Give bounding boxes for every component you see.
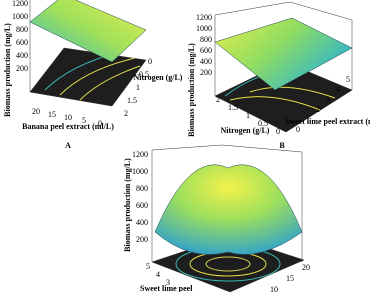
y-tick-label: 20: [302, 263, 310, 272]
panel-c-graphics: [151, 144, 305, 292]
y-tick-label: 2: [124, 109, 128, 118]
y-tick-label: 1.5: [127, 96, 137, 105]
y-tick-label: 3: [326, 95, 330, 104]
z-tick-label: 1200: [12, 0, 28, 8]
y-tick-label: 1: [306, 115, 310, 124]
panel-label: B: [279, 141, 285, 150]
z-axis-label: Biomass production (mg/L): [123, 158, 132, 252]
y-axis-label: Sweet lime peel extract (ml/L): [285, 117, 370, 126]
y-tick-label: 2: [316, 105, 320, 114]
z-tick-label: 800: [136, 184, 148, 193]
x-axis-label: Sweet lime peel: [140, 284, 193, 292]
x-tick-label: 1: [246, 111, 250, 120]
z-tick-label: 400: [200, 57, 212, 66]
x-tick-label: 4: [156, 270, 160, 279]
z-axis-label: Biomass production (mg/L): [187, 43, 196, 137]
y-tick-label: 15: [286, 274, 294, 283]
x-tick-label: 5: [82, 116, 86, 125]
z-tick-label: 1200: [132, 150, 148, 159]
x-axis-label: Banana peel extract (ml/L): [22, 122, 114, 131]
x-tick-label: 20: [32, 107, 40, 116]
z-tick-label: 1200: [196, 13, 212, 22]
panel-b-graphics: [214, 1, 353, 133]
z-tick-label: 200: [16, 64, 28, 73]
z-tick-label: 400: [136, 218, 148, 227]
x-axis-label: Nitrogen (g/L): [221, 126, 270, 135]
y-axis-label: Nitrogen (g/L): [134, 73, 183, 82]
y-tick-label: 1: [136, 83, 140, 92]
y-tick-label: 5: [346, 75, 350, 84]
y-tick-label: 0.5: [139, 70, 149, 79]
z-axis-label: Biomass production (mg/L): [3, 23, 12, 117]
z-tick-label: 1000: [12, 12, 28, 21]
y-tick-label: 10: [270, 285, 278, 292]
z-tick-label: 1000: [132, 167, 148, 176]
z-tick-label: 600: [16, 38, 28, 47]
z-tick-label: 1000: [196, 24, 212, 33]
y-tick-label: 0: [148, 57, 152, 66]
z-tick-label: 200: [200, 68, 212, 77]
x-tick-label: 0: [276, 127, 280, 136]
z-tick-label: 200: [136, 235, 148, 244]
y-tick-label: 0: [296, 125, 300, 134]
x-tick-label: 10: [64, 113, 72, 122]
y-tick-label: 4: [336, 85, 340, 94]
z-tick-label: 800: [200, 35, 212, 44]
x-tick-label: 3: [166, 278, 170, 287]
x-tick-label: 2: [216, 95, 220, 104]
x-tick-label: 1.5: [228, 103, 238, 112]
x-tick-label: 15: [48, 110, 56, 119]
z-tick-label: 600: [200, 46, 212, 55]
x-tick-label: 0.5: [258, 119, 268, 128]
z-tick-label: 600: [136, 201, 148, 210]
panel-label: A: [65, 141, 71, 150]
panel-a-graphics: [29, 0, 147, 107]
x-tick-label: 0: [98, 119, 102, 128]
z-tick-label: 800: [16, 25, 28, 34]
x-tick-label: 5: [146, 262, 150, 271]
z-tick-label: 400: [16, 51, 28, 60]
